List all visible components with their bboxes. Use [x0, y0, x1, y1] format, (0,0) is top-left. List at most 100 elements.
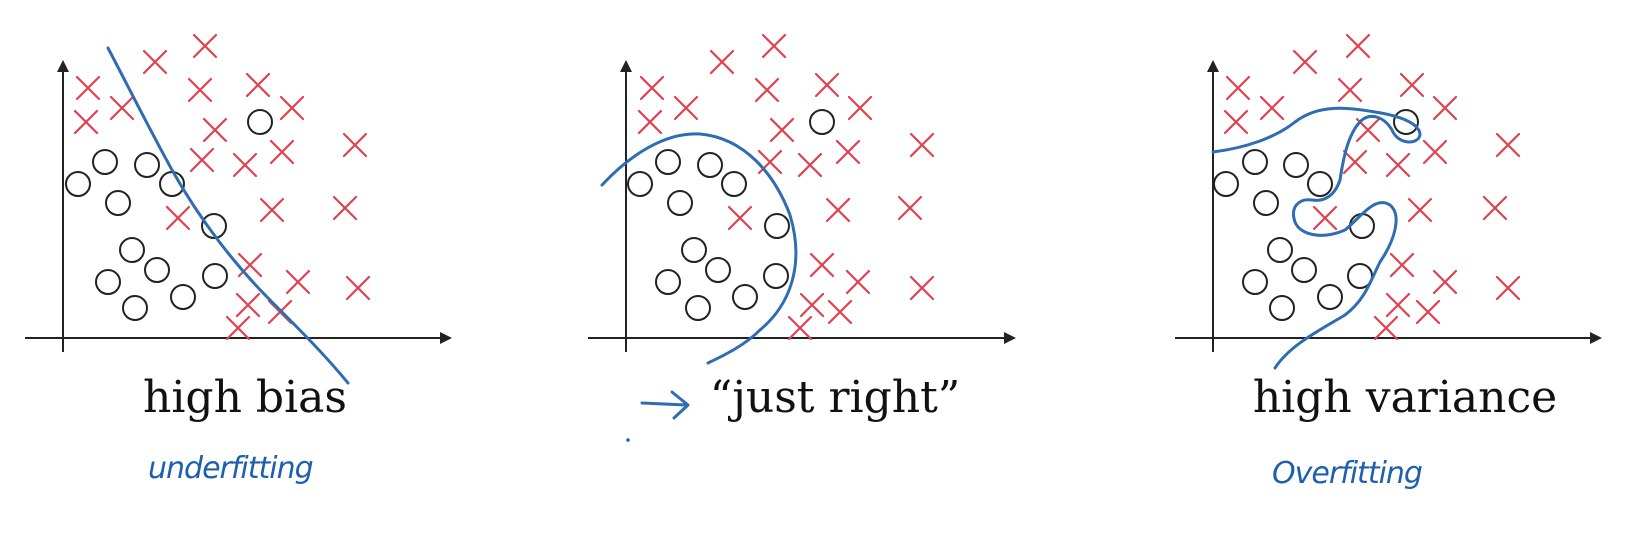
handwritten-note: Overfitting [1272, 456, 1422, 491]
cross-mark [1337, 77, 1363, 103]
cross-mark [232, 152, 258, 178]
cross-mark [825, 197, 851, 223]
cross-mark [1342, 149, 1368, 175]
circle-mark [202, 263, 228, 289]
decision-boundary [1211, 106, 1422, 370]
circle-mark [627, 171, 653, 197]
circle-mark [92, 149, 118, 175]
cross-mark [1495, 132, 1521, 158]
cross-mark [769, 117, 795, 143]
circle-mark [1291, 257, 1317, 283]
cross-mark [235, 292, 261, 318]
cross-mark [637, 109, 663, 135]
circle-mark [1349, 213, 1375, 239]
cross-points [637, 33, 935, 341]
circle-mark [65, 171, 91, 197]
panel-caption: “just right” [710, 372, 961, 423]
cross-mark [797, 152, 823, 178]
cross-mark [237, 252, 263, 278]
cross-mark [761, 33, 787, 59]
circle-mark [681, 237, 707, 263]
cross-mark [1345, 33, 1371, 59]
circle-mark [1307, 171, 1333, 197]
circle-points [65, 109, 273, 321]
panel-caption: high variance [1253, 372, 1557, 423]
cross-mark [187, 77, 213, 103]
circle-mark [1317, 284, 1343, 310]
circle-mark [1242, 269, 1268, 295]
panel-high-bias: high bias underfitting [25, 33, 452, 486]
cross-mark [269, 139, 295, 165]
cross-mark [909, 132, 935, 158]
cross-mark [897, 195, 923, 221]
cross-mark [709, 49, 735, 75]
cross-mark [827, 299, 853, 325]
axes [25, 60, 452, 352]
circle-mark [1213, 171, 1239, 197]
cross-mark [1312, 205, 1338, 231]
circle-mark [170, 284, 196, 310]
circle-mark [144, 257, 170, 283]
circle-mark [1253, 190, 1279, 216]
cross-mark [1292, 49, 1318, 75]
cross-mark [799, 292, 825, 318]
panel-just-right: “just right” [588, 33, 1016, 442]
circle-mark [119, 237, 145, 263]
cross-mark [285, 269, 311, 295]
cross-mark [1259, 95, 1285, 121]
cross-mark [754, 77, 780, 103]
cross-mark [835, 139, 861, 165]
cross-mark [1385, 292, 1411, 318]
circle-points [1213, 109, 1419, 321]
circle-mark [201, 213, 227, 239]
cross-mark [1225, 75, 1251, 101]
cross-mark [1432, 269, 1458, 295]
ink-dot [626, 438, 630, 442]
cross-mark [757, 149, 783, 175]
hand-arrow [640, 390, 690, 420]
circle-mark [247, 109, 273, 135]
cross-mark [332, 195, 358, 221]
circle-mark [655, 149, 681, 175]
cross-mark [847, 95, 873, 121]
cross-mark [673, 95, 699, 121]
cross-mark [909, 275, 935, 301]
circle-mark [697, 152, 723, 178]
cross-mark [1223, 109, 1249, 135]
cross-mark [1495, 275, 1521, 301]
cross-mark [345, 275, 371, 301]
circle-mark [764, 213, 790, 239]
cross-mark [225, 315, 251, 341]
decision-boundary [600, 132, 798, 365]
cross-mark [845, 269, 871, 295]
cross-mark [109, 95, 135, 121]
axes [588, 60, 1016, 352]
circle-mark [105, 190, 131, 216]
decision-boundary [106, 46, 350, 385]
circle-mark [685, 295, 711, 321]
circle-mark [1242, 149, 1268, 175]
cross-mark [259, 197, 285, 223]
cross-mark [1432, 95, 1458, 121]
cross-mark [1399, 72, 1425, 98]
cross-mark [1389, 252, 1415, 278]
cross-mark [189, 147, 215, 173]
circle-mark [655, 269, 681, 295]
circle-mark [732, 284, 758, 310]
circle-mark [1393, 109, 1419, 135]
cross-mark [1415, 299, 1441, 325]
cross-mark [245, 72, 271, 98]
cross-mark [342, 132, 368, 158]
cross-points [73, 33, 371, 341]
cross-mark [814, 72, 840, 98]
panel-caption: high bias [143, 372, 347, 423]
cross-mark [75, 75, 101, 101]
axes [1175, 60, 1602, 352]
cross-points [1223, 33, 1521, 341]
circle-mark [721, 171, 747, 197]
cross-mark [639, 75, 665, 101]
circle-mark [1267, 237, 1293, 263]
circle-points [627, 109, 835, 321]
cross-mark [142, 49, 168, 75]
